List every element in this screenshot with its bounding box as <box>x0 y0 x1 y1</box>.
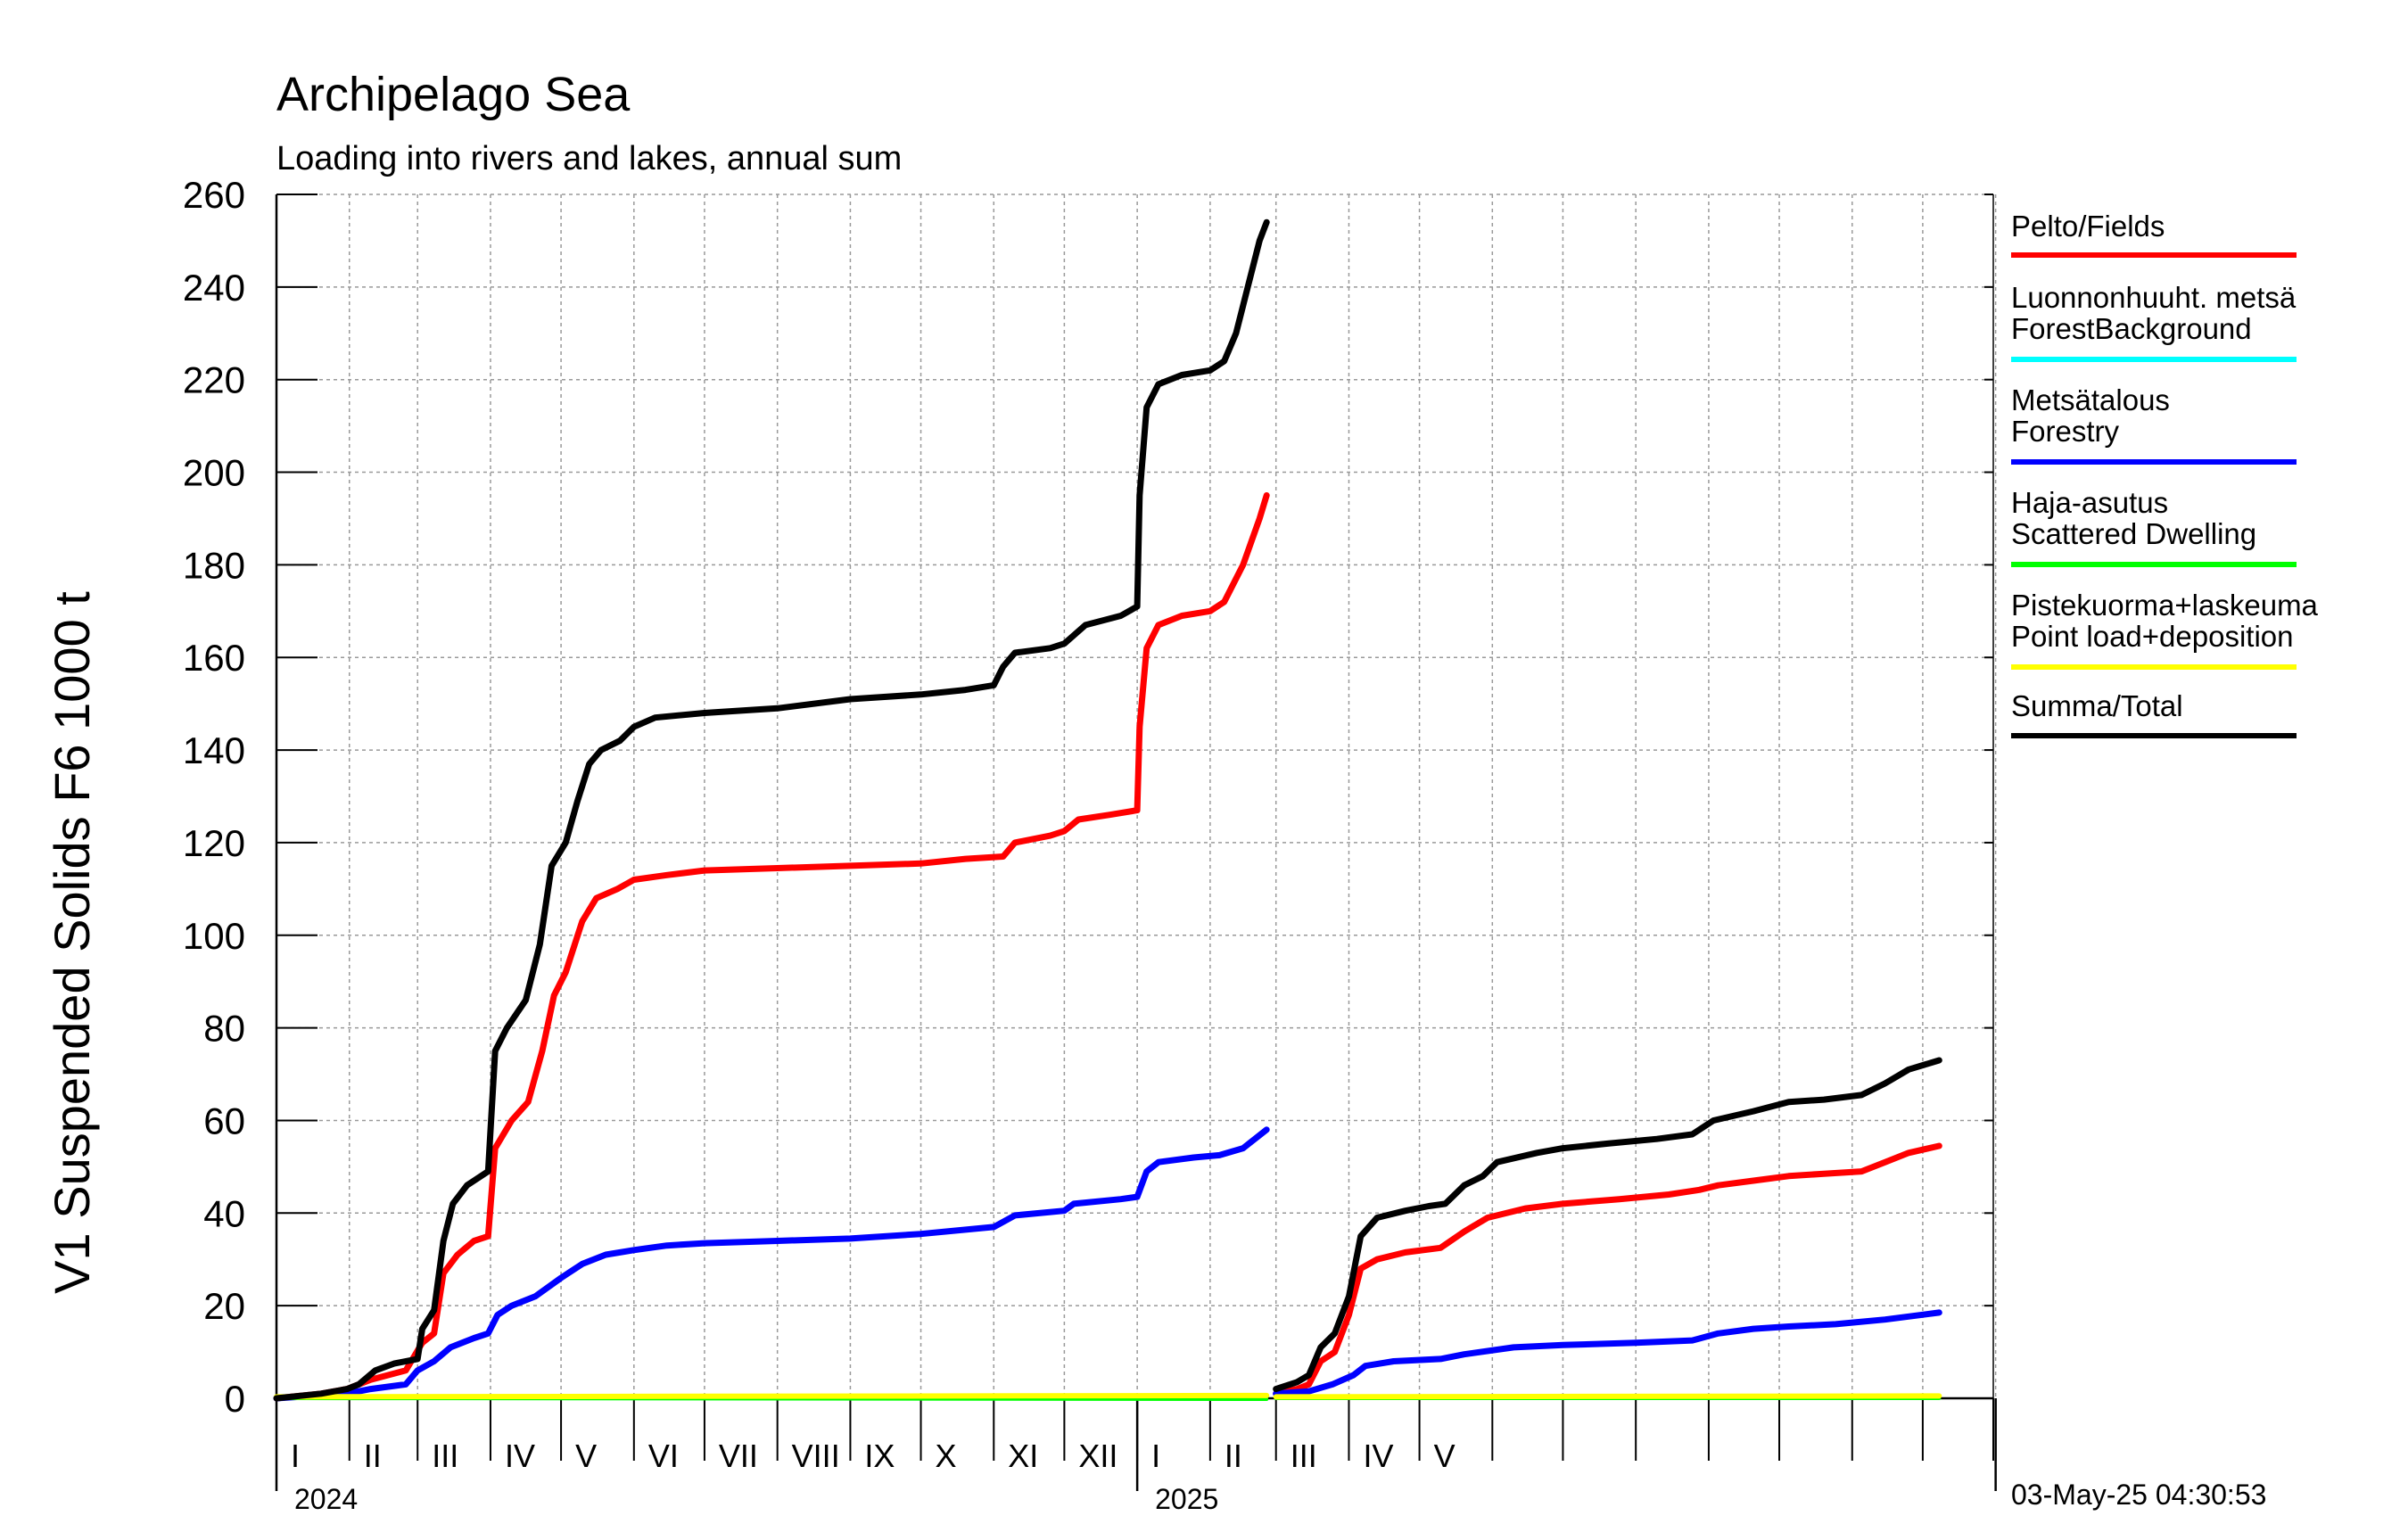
y-tick-label: 160 <box>183 637 245 679</box>
y-axis-label: V1 Suspended Solids F6 1000 t <box>44 591 100 1294</box>
x-year-label: 2025 <box>1155 1483 1218 1515</box>
legend-label: Metsätalous <box>2011 383 2170 416</box>
legend-label: Pistekuorma+laskeuma <box>2011 589 2319 622</box>
legend-label: Forestry <box>2011 415 2120 448</box>
series-lines <box>273 218 1942 1402</box>
series-line <box>273 218 1270 1402</box>
legend-label: Haja-asutus <box>2011 486 2168 519</box>
y-tick-label: 200 <box>183 452 245 494</box>
y-tick-label: 140 <box>183 729 245 771</box>
y-tick-label: 80 <box>203 1008 245 1050</box>
legend-item: Pelto/Fields <box>2011 210 2297 258</box>
y-tick-label: 220 <box>183 359 245 401</box>
chart-title: Archipelago Sea <box>276 68 631 121</box>
y-tick-label: 180 <box>183 544 245 586</box>
x-tick-label: V <box>575 1438 597 1474</box>
series-line <box>1273 1393 1942 1400</box>
chart-subtitle: Loading into rivers and lakes, annual su… <box>276 140 902 177</box>
y-tick-label: 120 <box>183 822 245 864</box>
series-line <box>273 1126 1270 1402</box>
series-line <box>1273 1057 1942 1393</box>
x-year-label: 2024 <box>294 1483 358 1515</box>
legend: Pelto/Fields Luonnonhuuht. metsäForestBac… <box>2011 210 2319 738</box>
x-tick-label: XI <box>1008 1438 1038 1474</box>
legend-label: Point load+deposition <box>2011 620 2294 653</box>
y-tick-label: 60 <box>203 1100 245 1141</box>
x-tick-label: III <box>432 1438 458 1474</box>
series-metsätalous <box>273 1126 1942 1402</box>
x-tick-label: II <box>364 1438 382 1474</box>
x-tick-label: I <box>1151 1438 1160 1474</box>
legend-label: Pelto/Fields <box>2011 210 2165 243</box>
legend-item: Summa/Total <box>2011 689 2297 738</box>
y-tick-label: 240 <box>183 267 245 309</box>
legend-label: Scattered Dwelling <box>2011 517 2256 550</box>
y-tick-label: 100 <box>183 915 245 957</box>
legend-label: Summa/Total <box>2011 689 2183 722</box>
series-pistekuorma+laskeuma <box>274 1392 1942 1400</box>
x-tick-label: IV <box>1363 1438 1393 1474</box>
series-line <box>274 1392 1270 1400</box>
x-tick-label: VIII <box>792 1438 840 1474</box>
grid <box>276 194 1997 1398</box>
x-tick-label: X <box>936 1438 957 1474</box>
y-tick-label: 20 <box>203 1285 245 1327</box>
series-line <box>1273 1142 1942 1397</box>
series-line <box>273 492 1270 1402</box>
x-tick-label: IV <box>505 1438 535 1474</box>
y-tick-label: 40 <box>203 1192 245 1234</box>
series-pelto <box>273 492 1942 1402</box>
timestamp: 03-May-25 04:30:53 <box>2011 1479 2266 1511</box>
legend-label: ForestBackground <box>2011 312 2252 345</box>
legend-label: Luonnonhuuht. metsä <box>2011 281 2297 314</box>
x-tick-label: II <box>1225 1438 1242 1474</box>
series-line <box>1273 1309 1942 1397</box>
x-tick-label: IX <box>864 1438 895 1474</box>
series-summa <box>273 218 1942 1402</box>
x-tick-label: XII <box>1078 1438 1117 1474</box>
x-tick-label: I <box>291 1438 300 1474</box>
x-tick-label: V <box>1434 1438 1456 1474</box>
y-tick-label: 260 <box>183 174 245 216</box>
y-tick-label: 0 <box>225 1378 245 1420</box>
x-tick-label: III <box>1291 1438 1317 1474</box>
x-tick-label: VII <box>719 1438 758 1474</box>
x-tick-label: VI <box>648 1438 679 1474</box>
